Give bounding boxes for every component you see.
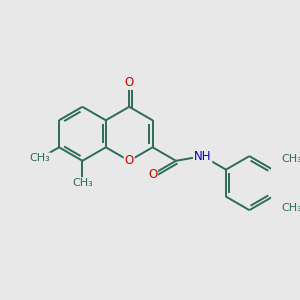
Text: O: O xyxy=(124,154,134,167)
Text: CH₃: CH₃ xyxy=(29,153,50,164)
Text: O: O xyxy=(124,76,134,89)
Text: CH₃: CH₃ xyxy=(72,178,93,188)
Text: CH₃: CH₃ xyxy=(282,154,300,164)
Text: NH: NH xyxy=(194,150,211,163)
Text: O: O xyxy=(148,168,157,181)
Text: CH₃: CH₃ xyxy=(282,203,300,213)
